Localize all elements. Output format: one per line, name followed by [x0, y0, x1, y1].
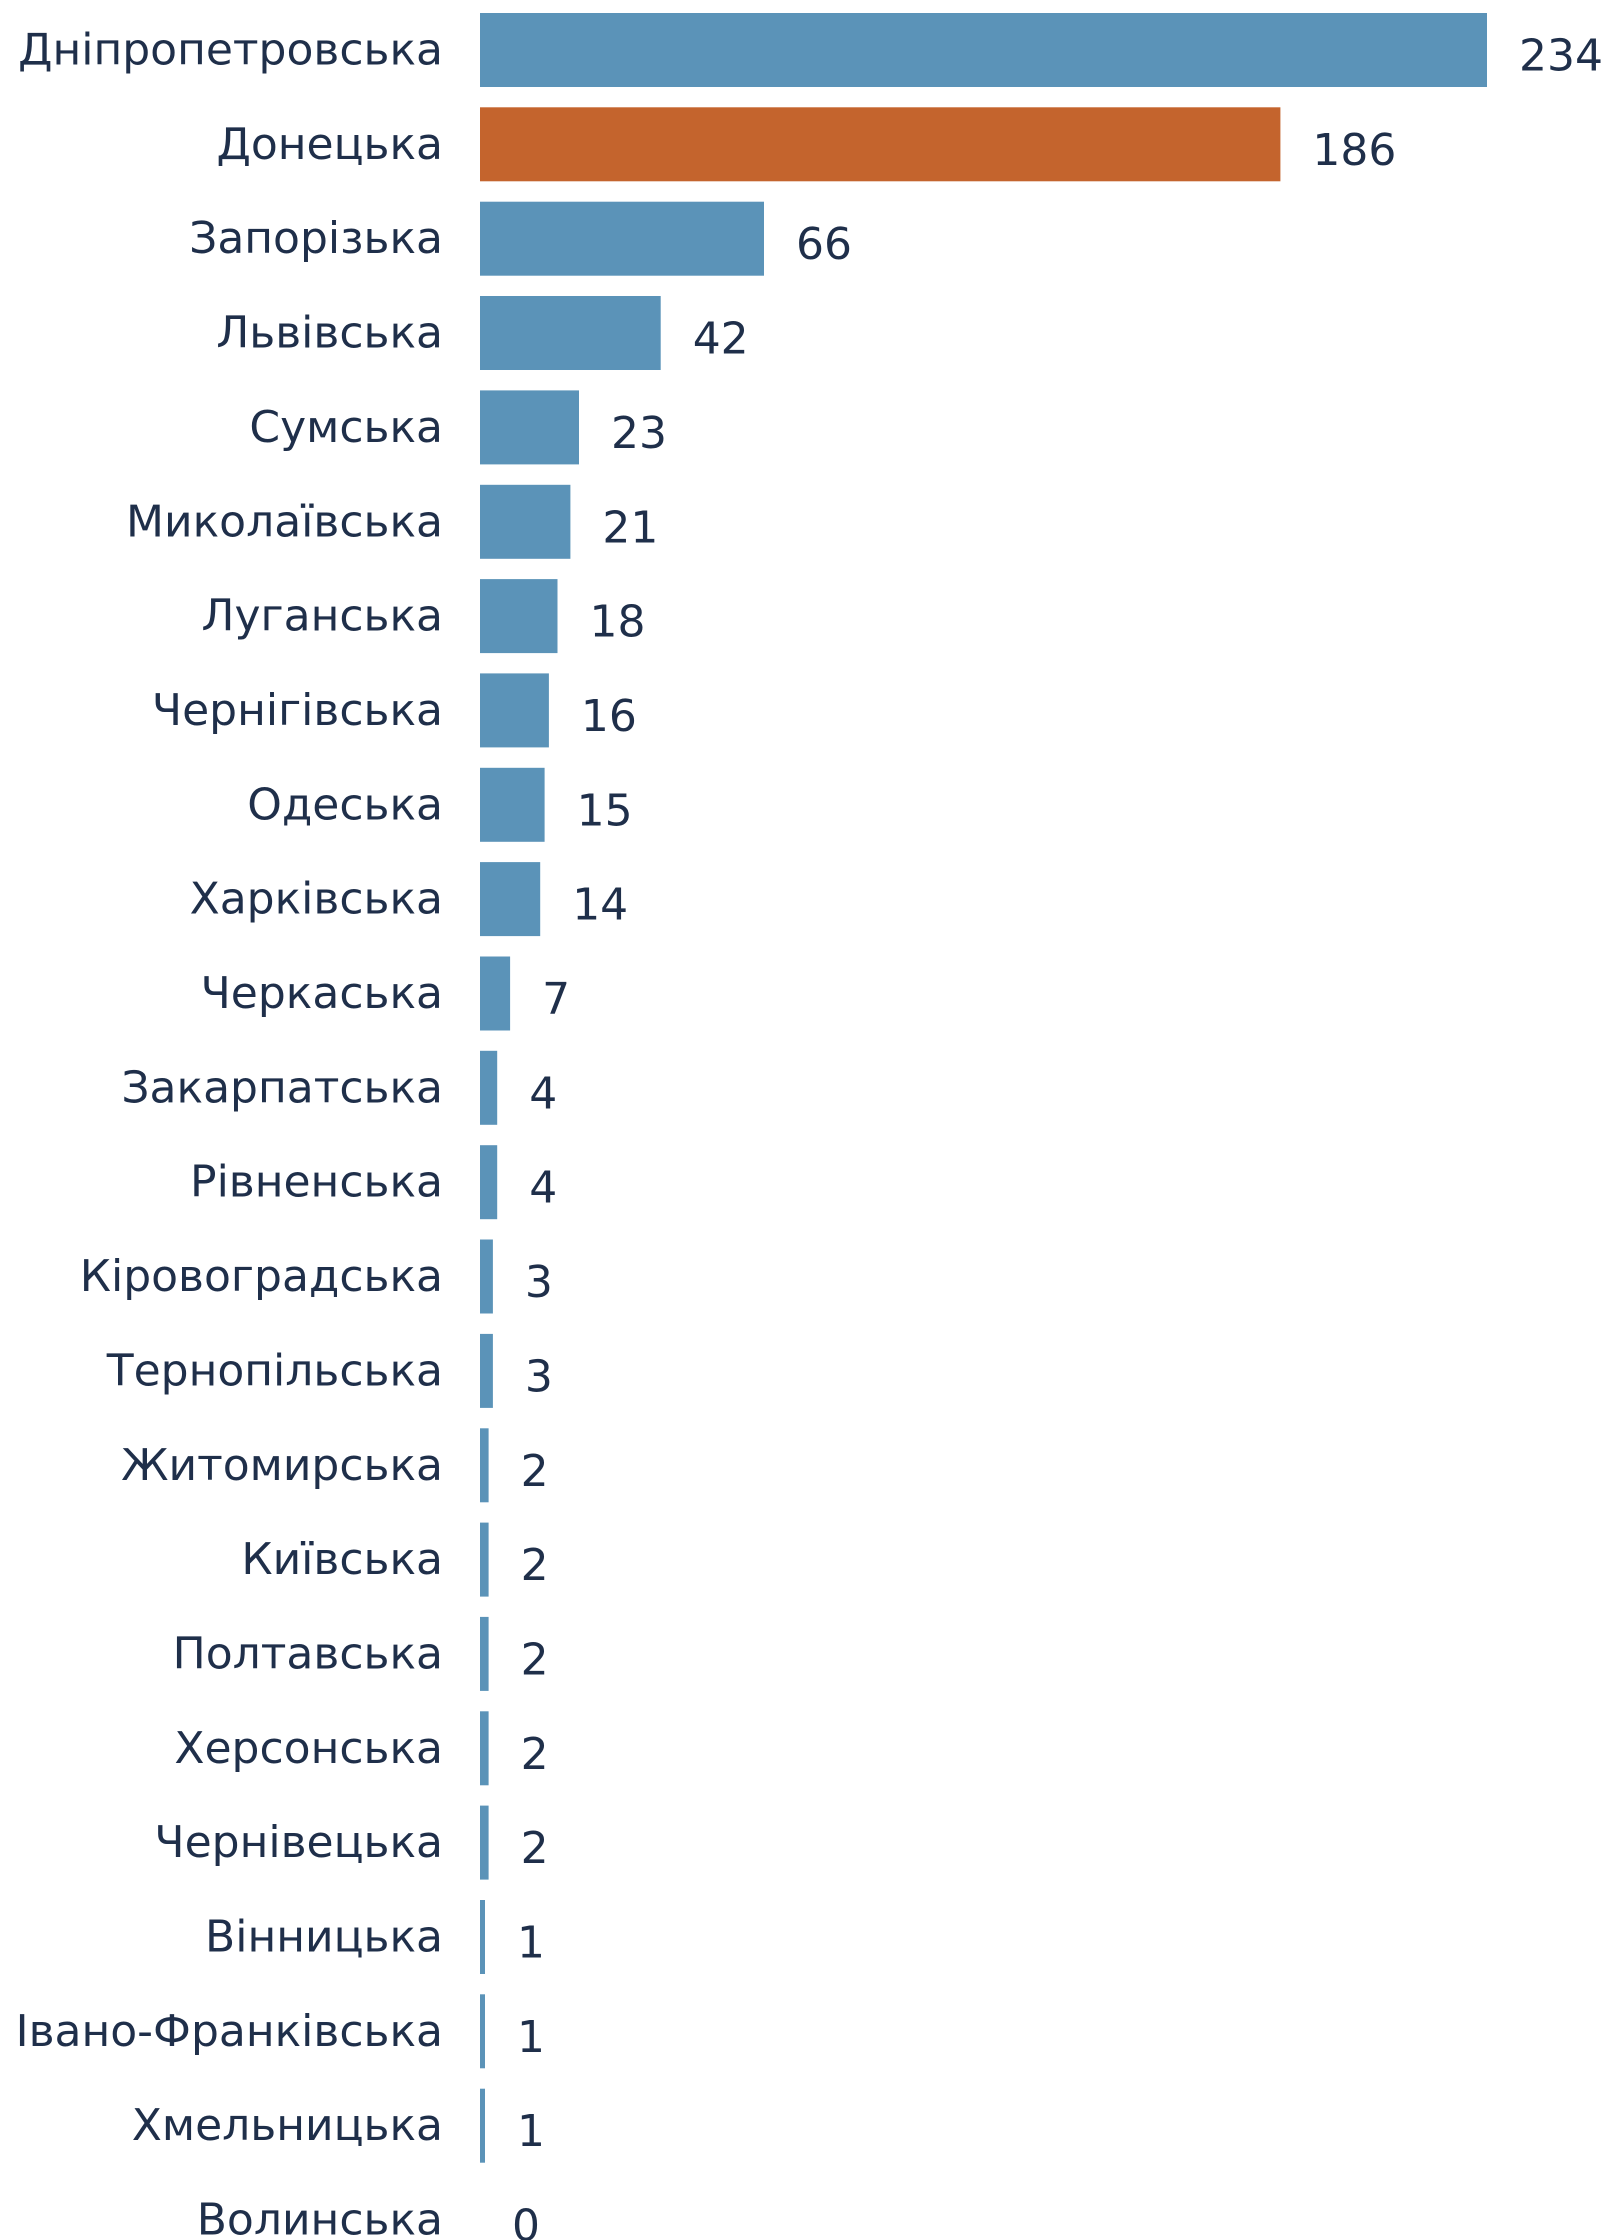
category-label-21: Івано-Франківська — [16, 2006, 443, 2057]
value-label-6: 18 — [590, 597, 646, 648]
bar-10 — [480, 956, 511, 1031]
bar-0 — [480, 13, 1487, 87]
category-label-13: Кіровоградська — [80, 1251, 443, 1302]
value-label-17: 2 — [521, 1634, 549, 1685]
category-labels: Дніпропетровська Донецька Запорізька Львівс… — [16, 25, 443, 2240]
bar-17 — [480, 1616, 489, 1691]
category-label-15: Житомирська — [121, 1440, 443, 1491]
bar-22 — [480, 2088, 485, 2163]
category-label-17: Полтавська — [173, 1628, 443, 1679]
category-label-18: Херсонська — [174, 1723, 443, 1774]
value-label-14: 3 — [525, 1351, 553, 1402]
bar-16 — [480, 1522, 489, 1597]
bar-18 — [480, 1711, 489, 1786]
category-label-0: Дніпропетровська — [18, 25, 443, 76]
value-label-5: 21 — [602, 502, 658, 553]
category-label-8: Одеська — [247, 779, 443, 830]
value-label-4: 23 — [611, 408, 667, 459]
value-label-1: 186 — [1312, 125, 1396, 176]
bar-6 — [480, 579, 558, 654]
category-label-14: Тернопільська — [106, 1345, 443, 1396]
bar-19 — [480, 1805, 489, 1880]
bar-7 — [480, 673, 549, 748]
value-label-16: 2 — [521, 1540, 549, 1591]
category-label-6: Луганська — [201, 591, 443, 642]
value-label-12: 4 — [529, 1163, 557, 1214]
value-label-20: 1 — [517, 1918, 545, 1969]
value-label-13: 3 — [525, 1257, 553, 1308]
category-label-5: Миколаївська — [126, 496, 443, 547]
bar-21 — [480, 1994, 485, 2069]
bar-14 — [480, 1333, 493, 1408]
category-label-12: Рівненська — [190, 1157, 443, 1208]
category-label-2: Запорізька — [189, 213, 443, 264]
bar-2 — [480, 201, 764, 276]
value-label-22: 1 — [517, 2106, 545, 2157]
category-label-9: Харківська — [190, 874, 443, 925]
category-label-19: Чернівецька — [154, 1817, 443, 1868]
value-label-10: 7 — [542, 974, 570, 1025]
category-label-7: Чернігівська — [152, 685, 443, 736]
bar-4 — [480, 390, 579, 465]
category-label-22: Хмельницька — [132, 2100, 443, 2151]
bars-group — [480, 13, 1487, 2163]
bar-9 — [480, 862, 541, 937]
category-label-11: Закарпатська — [121, 1062, 443, 1113]
category-label-3: Львівська — [216, 308, 443, 359]
value-label-11: 4 — [529, 1068, 557, 1119]
bar-20 — [480, 1900, 485, 1974]
bar-11 — [480, 1050, 498, 1125]
category-label-10: Черкаська — [201, 968, 443, 1019]
value-label-23: 0 — [512, 2201, 540, 2240]
bar-5 — [480, 484, 571, 559]
category-label-16: Київська — [241, 1534, 443, 1585]
category-label-23: Волинська — [197, 2195, 443, 2240]
bar-1 — [480, 107, 1281, 182]
value-label-0: 234 — [1519, 31, 1603, 82]
value-label-18: 2 — [521, 1729, 549, 1780]
value-label-8: 15 — [577, 785, 633, 836]
value-label-9: 14 — [572, 880, 628, 931]
category-label-20: Вінницька — [205, 1912, 443, 1963]
value-label-21: 1 — [517, 2012, 545, 2063]
bar-12 — [480, 1145, 498, 1220]
value-label-15: 2 — [521, 1446, 549, 1497]
value-label-3: 42 — [693, 314, 749, 365]
bar-15 — [480, 1428, 489, 1503]
category-label-4: Сумська — [249, 402, 443, 453]
value-label-7: 16 — [581, 691, 637, 742]
value-label-19: 2 — [521, 1823, 549, 1874]
category-label-1: Донецька — [216, 119, 443, 170]
value-label-2: 66 — [796, 219, 852, 270]
bar-8 — [480, 767, 545, 842]
bar-3 — [480, 296, 661, 370]
bar-13 — [480, 1239, 493, 1314]
